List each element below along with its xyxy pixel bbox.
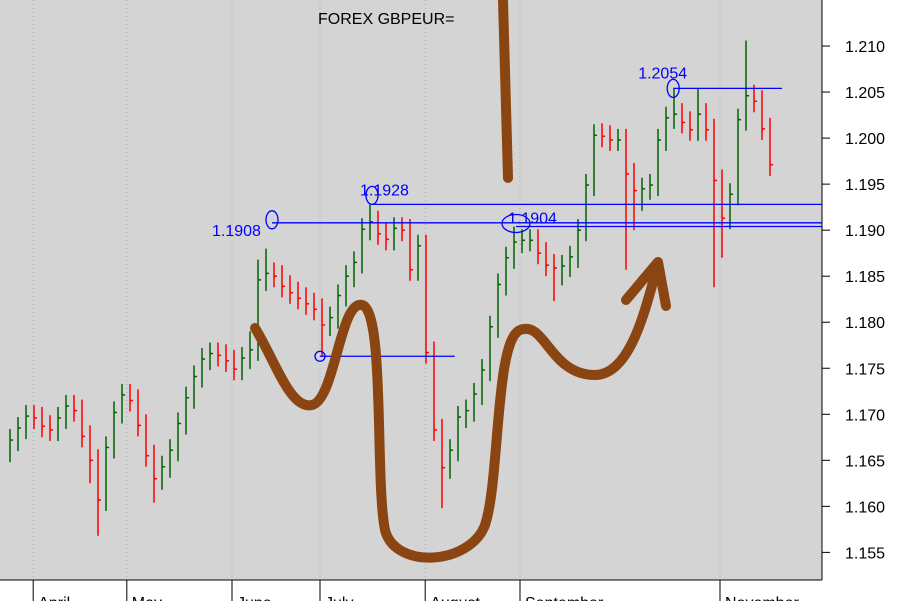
chart-title: FOREX GBPEUR= (318, 11, 454, 28)
y-tick-label: 1.210 (845, 39, 885, 56)
plot-area (0, 0, 822, 580)
y-tick-label: 1.190 (845, 223, 885, 240)
y-tick-label: 1.175 (845, 361, 885, 378)
level-label: 1.1908 (212, 223, 261, 240)
y-tick-label: 1.165 (845, 453, 885, 470)
chart: 1.1908 1.1928 1.1904 1.2054 FOREX GBPEUR= 1… (0, 0, 897, 601)
x-tick-label: September (525, 595, 604, 601)
y-tick-label: 1.195 (845, 177, 885, 194)
x-tick-label: April (38, 595, 70, 601)
x-tick-label: May (132, 595, 162, 601)
x-tick-label: July (325, 595, 353, 601)
y-tick-label: 1.160 (845, 499, 885, 516)
level-label: 1.2054 (638, 65, 687, 82)
y-tick-label: 1.200 (845, 131, 885, 148)
level-label: 1.1928 (360, 182, 409, 199)
y-tick-label: 1.185 (845, 269, 885, 286)
x-tick-label: June (237, 595, 272, 601)
drawn-line (503, 0, 508, 178)
y-tick-label: 1.155 (845, 545, 885, 562)
y-tick-label: 1.180 (845, 315, 885, 332)
x-tick-label: November (725, 595, 799, 601)
y-tick-label: 1.170 (845, 407, 885, 424)
page: 1.1908 1.1928 1.1904 1.2054 FOREX GBPEUR= 1… (0, 0, 897, 601)
y-tick-label: 1.205 (845, 85, 885, 102)
level-label: 1.1904 (508, 210, 557, 227)
x-tick-label: August (430, 595, 480, 601)
